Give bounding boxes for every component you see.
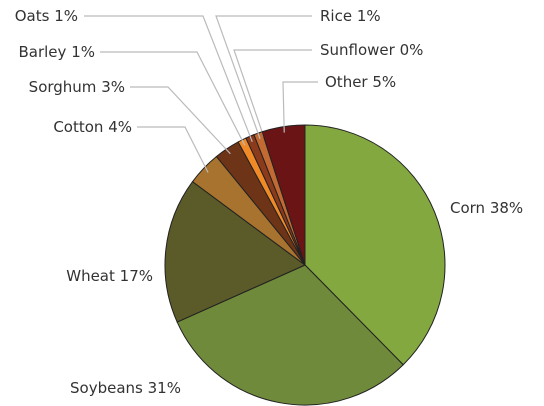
slice-category: Corn xyxy=(450,199,485,217)
leader-line xyxy=(84,15,253,143)
pie-slice xyxy=(304,124,446,366)
slice-label: Sunflower 0% xyxy=(320,41,423,59)
leader-line xyxy=(233,49,312,138)
pie-slice xyxy=(176,264,404,406)
slice-value: 38% xyxy=(490,199,523,217)
slice-category: Cotton xyxy=(53,118,103,136)
slice-value: 5% xyxy=(372,73,396,91)
leader-line xyxy=(215,15,312,139)
slice-label: Oats 1% xyxy=(15,7,78,25)
slice-category: Barley xyxy=(18,43,66,61)
slice-value: 3% xyxy=(101,78,125,96)
slice-category: Sunflower xyxy=(320,41,396,59)
slice-label: Barley 1% xyxy=(18,43,95,61)
slice-category: Rice xyxy=(320,7,352,25)
slice-value: 1% xyxy=(357,7,381,25)
slice-value: 0% xyxy=(400,41,424,59)
leader-line xyxy=(282,81,318,133)
slice-value: 4% xyxy=(108,118,132,136)
pie-slice xyxy=(261,124,306,266)
leader-line xyxy=(137,126,209,173)
slice-label: Cotton 4% xyxy=(53,118,132,136)
slice-label: Wheat 17% xyxy=(66,267,153,285)
slice-value: 31% xyxy=(148,379,181,397)
slice-label: Rice 1% xyxy=(320,7,381,25)
leader-line xyxy=(100,51,246,146)
slice-label: Soybeans 31% xyxy=(70,379,181,397)
slice-category: Oats xyxy=(15,7,50,25)
slice-category: Sorghum xyxy=(29,78,97,96)
slice-label: Other 5% xyxy=(325,73,396,91)
slice-category: Soybeans xyxy=(70,379,143,397)
slice-value: 1% xyxy=(71,43,95,61)
slice-label: Sorghum 3% xyxy=(29,78,125,96)
slice-value: 17% xyxy=(120,267,153,285)
pie-slice xyxy=(164,180,306,323)
leader-line xyxy=(130,86,231,155)
slice-category: Wheat xyxy=(66,267,115,285)
slice-value: 1% xyxy=(54,7,78,25)
slice-category: Other xyxy=(325,73,368,91)
slice-label: Corn 38% xyxy=(450,199,523,217)
